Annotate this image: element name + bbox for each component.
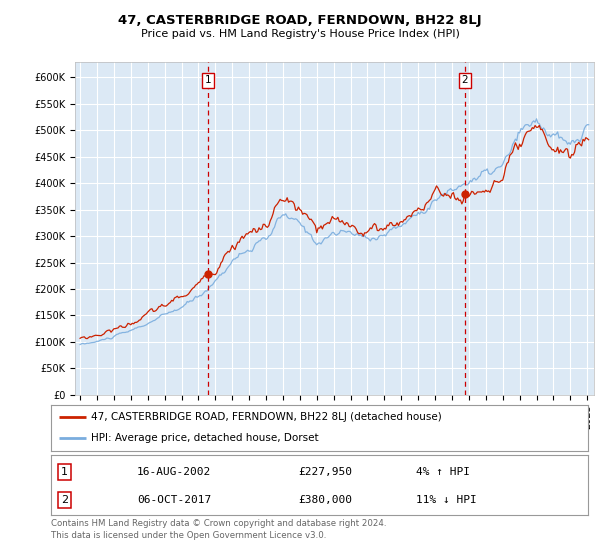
- Text: £227,950: £227,950: [298, 466, 352, 477]
- Text: 11% ↓ HPI: 11% ↓ HPI: [416, 495, 477, 505]
- Text: 2: 2: [461, 75, 468, 85]
- Text: HPI: Average price, detached house, Dorset: HPI: Average price, detached house, Dors…: [91, 433, 319, 444]
- Text: Price paid vs. HM Land Registry's House Price Index (HPI): Price paid vs. HM Land Registry's House …: [140, 29, 460, 39]
- Text: Contains HM Land Registry data © Crown copyright and database right 2024.
This d: Contains HM Land Registry data © Crown c…: [51, 519, 386, 540]
- Text: £380,000: £380,000: [298, 495, 352, 505]
- Text: 1: 1: [205, 75, 212, 85]
- Text: 16-AUG-2002: 16-AUG-2002: [137, 466, 211, 477]
- Text: 2: 2: [61, 495, 68, 505]
- Text: 47, CASTERBRIDGE ROAD, FERNDOWN, BH22 8LJ: 47, CASTERBRIDGE ROAD, FERNDOWN, BH22 8L…: [118, 14, 482, 27]
- Text: 4% ↑ HPI: 4% ↑ HPI: [416, 466, 470, 477]
- Text: 06-OCT-2017: 06-OCT-2017: [137, 495, 211, 505]
- Text: 1: 1: [61, 466, 68, 477]
- Text: 47, CASTERBRIDGE ROAD, FERNDOWN, BH22 8LJ (detached house): 47, CASTERBRIDGE ROAD, FERNDOWN, BH22 8L…: [91, 412, 442, 422]
